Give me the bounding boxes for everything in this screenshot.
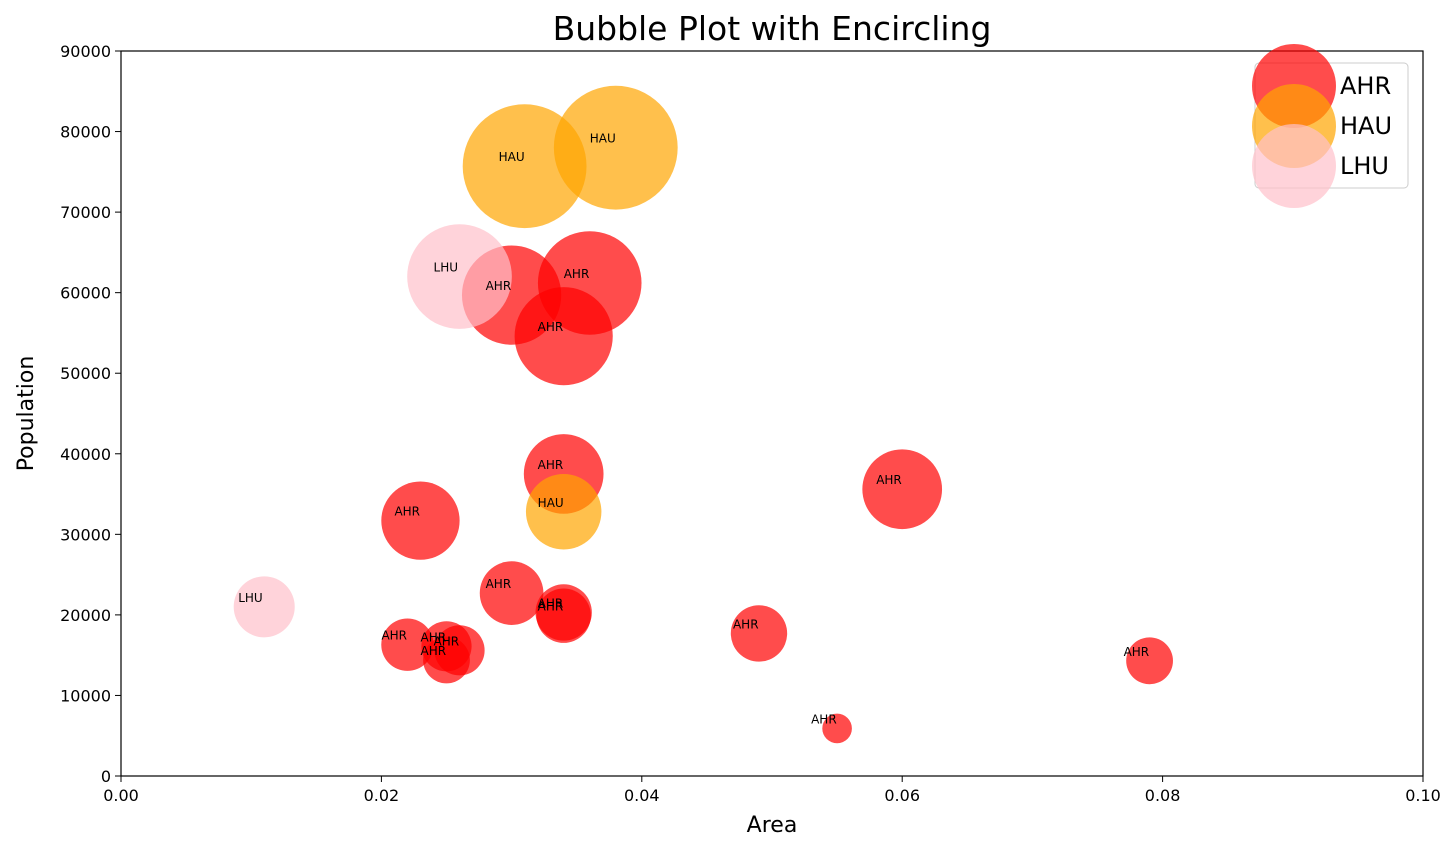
bubble-hau	[525, 474, 602, 550]
bubble-label: AHR	[394, 505, 420, 519]
y-tick-label: 20000	[60, 606, 111, 625]
y-tick-label: 30000	[60, 525, 111, 544]
x-tick-label: 0.08	[1145, 786, 1181, 805]
x-tick-label: 0.10	[1405, 786, 1441, 805]
x-axis-ticks: 0.00 0.02 0.04 0.06 0.08 0.10	[103, 776, 1441, 805]
bubble-lhu	[407, 224, 512, 329]
y-tick-label: 80000	[60, 123, 111, 142]
x-axis-title: Area	[747, 813, 798, 838]
x-tick-label: 0.04	[624, 786, 660, 805]
bubble-hau	[553, 85, 678, 210]
legend-items: AHR HAU LHU	[1252, 44, 1392, 208]
bubble-ahr	[423, 636, 470, 684]
y-tick-label: 70000	[60, 203, 111, 222]
legend-label-ahr: AHR	[1340, 72, 1391, 100]
bubble-ahr	[381, 481, 460, 560]
bubble-label: HAU	[499, 150, 525, 164]
bubble-label: AHR	[538, 458, 564, 472]
legend: AHR HAU LHU	[1252, 44, 1409, 208]
bubble-label: AHR	[564, 267, 590, 281]
bubble-label: HAU	[590, 132, 616, 146]
plot-frame	[120, 50, 1424, 777]
x-tick-label: 0.02	[364, 786, 400, 805]
bubble-label: AHR	[421, 644, 447, 658]
legend-label-hau: HAU	[1340, 112, 1392, 140]
y-axis-ticks: 0 10000 20000 30000 40000 50000 60000 70000 8000…	[60, 42, 121, 786]
bubble-label: AHR	[538, 320, 564, 334]
bubble-label: LHU	[238, 591, 263, 605]
bubble-label: AHR	[381, 629, 407, 643]
bubble-label: AHR	[486, 279, 512, 293]
bubble-ahr	[822, 713, 852, 744]
bubble-label: HAU	[538, 496, 564, 510]
y-axis-title: Population	[14, 356, 39, 472]
y-tick-label: 50000	[60, 364, 111, 383]
bubble-ahr	[514, 287, 613, 386]
bubble-ahr	[479, 561, 544, 625]
bubble-label: AHR	[538, 600, 564, 614]
x-tick-label: 0.06	[884, 786, 920, 805]
legend-swatch-lhu	[1252, 124, 1336, 208]
bubble-ahr	[536, 588, 591, 643]
bubble-label: AHR	[876, 473, 902, 487]
y-tick-label: 60000	[60, 284, 111, 303]
y-tick-label: 40000	[60, 445, 111, 464]
legend-label-lhu: LHU	[1340, 152, 1389, 180]
bubble-ahr	[730, 605, 788, 662]
x-tick-label: 0.00	[103, 786, 139, 805]
bubble-label: AHR	[538, 596, 564, 610]
bubble-label: AHR	[434, 634, 460, 648]
chart-title: Bubble Plot with Encircling	[553, 9, 992, 48]
bubble-ahr	[381, 618, 434, 671]
bubble-label: AHR	[733, 617, 759, 631]
y-tick-label: 90000	[60, 42, 111, 61]
bubble-label: AHR	[811, 712, 837, 726]
bubble-label: AHR	[486, 577, 512, 591]
y-tick-label: 10000	[60, 686, 111, 705]
bubble-ahr	[1126, 637, 1173, 685]
bubble-label: AHR	[1124, 645, 1150, 659]
bubble-lhu	[233, 576, 295, 638]
bubble-ahr	[862, 449, 943, 530]
y-tick-label: 0	[101, 767, 111, 786]
bubble-label: LHU	[434, 261, 459, 275]
bubble-label: AHR	[421, 630, 447, 644]
bubbles-layer	[233, 85, 1173, 744]
